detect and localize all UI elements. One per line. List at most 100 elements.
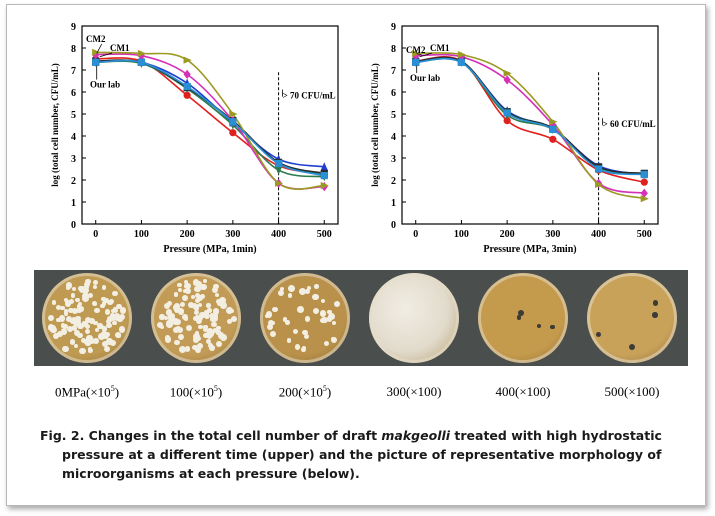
colony xyxy=(203,309,209,315)
plate-label-4: 300(×100) xyxy=(386,384,442,399)
colony xyxy=(92,279,99,286)
colony xyxy=(203,324,208,330)
y-tick-label: 6 xyxy=(391,88,396,99)
colony xyxy=(518,309,525,316)
y-tick-label: 6 xyxy=(71,88,76,99)
colony xyxy=(103,345,110,352)
data-point-s8 xyxy=(594,165,603,173)
data-point-s8 xyxy=(412,58,420,66)
series-line-4 xyxy=(415,57,645,175)
colony xyxy=(110,339,117,346)
colony xyxy=(207,343,213,349)
colony xyxy=(177,282,183,288)
data-point-s7 xyxy=(229,110,238,118)
colony xyxy=(286,337,292,343)
series-line-2 xyxy=(415,57,645,176)
colony xyxy=(84,316,92,324)
colony xyxy=(270,331,277,337)
colony xyxy=(202,326,208,332)
colony xyxy=(199,311,206,319)
colony xyxy=(101,296,106,302)
data-point-s7 xyxy=(594,180,604,188)
colony xyxy=(195,281,202,288)
colony xyxy=(195,293,201,298)
x-tick-label: 500 xyxy=(317,229,332,240)
chart-annotation-2: CM1 xyxy=(110,43,130,53)
colony xyxy=(71,325,78,332)
data-point-s1 xyxy=(229,129,237,137)
colony xyxy=(536,323,542,328)
colony xyxy=(166,300,172,307)
data-point-s1 xyxy=(640,178,648,186)
colony xyxy=(212,286,219,293)
colony xyxy=(192,335,200,343)
plate-3 xyxy=(260,273,350,363)
colony xyxy=(112,306,118,311)
data-point-s8 xyxy=(274,159,283,168)
series-line-1 xyxy=(95,57,325,175)
colony xyxy=(118,313,126,320)
colony xyxy=(73,318,81,326)
y-tick-label: 3 xyxy=(391,154,396,165)
colony xyxy=(62,323,69,330)
colony xyxy=(165,308,173,316)
colony xyxy=(84,328,90,334)
colony xyxy=(118,325,126,333)
colony xyxy=(326,316,333,322)
colony xyxy=(228,308,234,314)
data-point-s7 xyxy=(457,51,467,59)
colony xyxy=(156,321,163,329)
chart-annotation-2: CM1 xyxy=(430,43,450,53)
plate-label-1: 0MPa(×105) xyxy=(54,384,120,400)
colony xyxy=(200,283,208,291)
colony xyxy=(206,331,213,337)
colony xyxy=(319,310,327,318)
x-tick-label: 200 xyxy=(180,229,195,240)
colony xyxy=(331,320,337,326)
x-tick-label: 100 xyxy=(454,229,469,240)
y-axis-label: log (total cell number, CFU/mL) xyxy=(370,63,380,186)
data-point-s8 xyxy=(229,118,237,126)
colony xyxy=(50,327,57,334)
colony xyxy=(104,298,109,303)
colony xyxy=(112,291,118,297)
colony xyxy=(73,343,79,348)
y-tick-label: 1 xyxy=(71,198,76,209)
colony xyxy=(282,317,288,322)
data-point-s7 xyxy=(412,49,421,58)
colony xyxy=(209,344,216,351)
colony xyxy=(113,308,119,314)
colony xyxy=(194,285,201,293)
colony xyxy=(79,347,87,355)
series-line-4 xyxy=(95,59,325,176)
colony xyxy=(287,293,293,298)
colony xyxy=(106,316,113,322)
colony xyxy=(163,302,170,309)
colony xyxy=(52,300,57,305)
colony xyxy=(58,315,66,322)
colony xyxy=(193,303,199,309)
caption-line-1: Fig. 2. Changes in the total cell number… xyxy=(40,428,662,443)
colony xyxy=(216,298,222,305)
colony xyxy=(76,307,82,313)
colony xyxy=(215,340,222,347)
colony xyxy=(94,308,100,314)
data-point-s6 xyxy=(503,75,511,85)
plate-label-6: 500(×100) xyxy=(604,384,660,399)
colony xyxy=(183,279,188,284)
colony xyxy=(195,318,202,325)
colony xyxy=(82,292,89,300)
colony xyxy=(85,278,91,285)
chart-annotation-3: Our lab xyxy=(410,73,440,83)
x-tick-label: 0 xyxy=(413,229,418,240)
data-point-s8 xyxy=(640,170,648,179)
colony xyxy=(205,338,212,345)
colony xyxy=(111,320,117,326)
colony xyxy=(70,293,75,298)
colony xyxy=(168,313,175,320)
colony xyxy=(184,316,189,322)
colony xyxy=(194,298,200,304)
colony xyxy=(114,316,120,321)
colony xyxy=(193,309,199,315)
plate-labels: 0MPa(×105) 100(×105) 200(×105) 300(×100) 400… xyxy=(34,384,688,404)
